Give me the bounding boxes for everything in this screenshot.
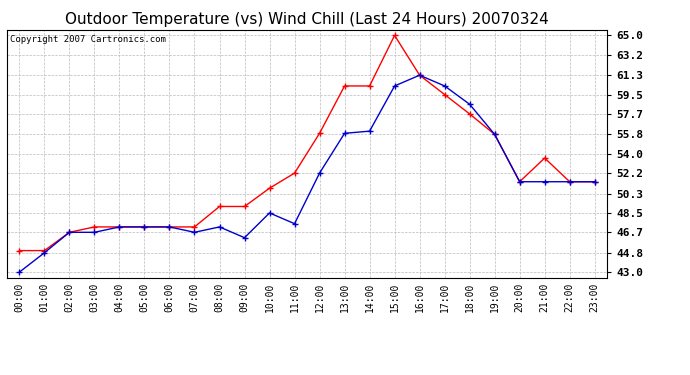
Text: Copyright 2007 Cartronics.com: Copyright 2007 Cartronics.com — [10, 35, 166, 44]
Title: Outdoor Temperature (vs) Wind Chill (Last 24 Hours) 20070324: Outdoor Temperature (vs) Wind Chill (Las… — [65, 12, 549, 27]
